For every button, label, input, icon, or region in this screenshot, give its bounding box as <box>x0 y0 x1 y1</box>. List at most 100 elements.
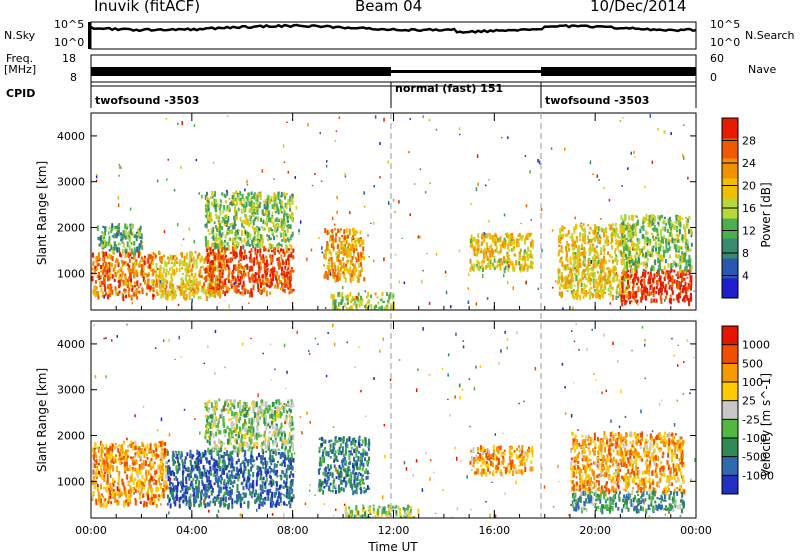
echo-cell <box>334 276 337 283</box>
echo-cell <box>640 225 643 229</box>
echo-cell <box>259 201 262 205</box>
echo-cell <box>409 213 411 217</box>
echo-cell <box>153 482 156 485</box>
echo-cell <box>124 235 127 240</box>
echo-cell <box>158 253 161 256</box>
echo-cell <box>206 244 209 249</box>
echo-cell <box>108 289 111 294</box>
echo-cell <box>618 241 621 247</box>
echo-cell <box>526 252 529 259</box>
echo-cell <box>473 263 476 270</box>
echo-cell <box>618 279 621 283</box>
echo-cell <box>518 261 521 266</box>
echo-cell <box>141 264 144 267</box>
echo-cell <box>117 458 120 461</box>
echo-cell <box>254 247 257 253</box>
echo-cell <box>575 238 578 241</box>
echo-cell <box>620 300 623 304</box>
echo-cell <box>128 230 131 235</box>
echo-cell <box>275 223 278 227</box>
echo-cell <box>185 274 188 279</box>
echo-cell <box>287 287 290 290</box>
echo-cell <box>231 277 234 281</box>
echo-cell <box>480 242 483 246</box>
echo-cell <box>102 445 105 449</box>
echo-cell <box>102 225 105 228</box>
echo-cell <box>683 124 685 126</box>
echo-cell <box>597 254 600 260</box>
echo-cell <box>337 265 339 271</box>
echo-cell <box>243 249 246 253</box>
echo-cell <box>229 202 232 205</box>
echo-cell <box>684 238 687 243</box>
echo-cell <box>117 481 120 486</box>
echo-cell <box>159 460 162 464</box>
echo-cell <box>188 251 191 255</box>
echo-cell <box>624 253 627 258</box>
echo-cell <box>246 179 248 184</box>
echo-cell <box>583 284 586 290</box>
echo-cell <box>273 252 276 255</box>
echo-cell <box>148 278 151 283</box>
echo-cell <box>114 446 117 450</box>
echo-cell <box>102 463 105 468</box>
echo-cell <box>289 503 292 509</box>
echo-cell <box>199 296 202 299</box>
echo-cell <box>196 486 199 490</box>
echo-cell <box>563 226 566 229</box>
echo-cell <box>149 286 152 290</box>
echo-cell <box>247 221 250 226</box>
echo-cell <box>152 450 155 454</box>
echo-cell <box>264 221 267 225</box>
echo-cell <box>145 493 148 497</box>
echo-cell <box>100 265 102 270</box>
echo-cell <box>163 490 166 493</box>
echo-cell <box>483 252 485 256</box>
echo-cell <box>560 275 563 282</box>
echo-cell <box>292 288 295 292</box>
echo-cell <box>178 262 181 267</box>
echo-cell <box>620 237 623 242</box>
echo-cell <box>280 191 283 197</box>
echo-cell <box>187 279 190 284</box>
echo-cell <box>260 217 262 223</box>
echo-cell <box>359 244 362 247</box>
echo-cell <box>588 288 591 292</box>
echo-cell <box>682 257 685 263</box>
echo-cell <box>230 271 233 275</box>
echo-cell <box>658 260 661 266</box>
echo-cell <box>333 271 336 278</box>
echo-cell <box>408 151 410 154</box>
echo-cell <box>254 212 256 215</box>
echo-cell <box>332 302 335 306</box>
echo-cell <box>501 261 504 266</box>
echo-cell <box>623 289 626 294</box>
echo-cell <box>655 251 658 255</box>
echo-cell <box>630 259 633 264</box>
echo-cell <box>205 276 208 282</box>
echo-cell <box>249 459 252 465</box>
echo-cell <box>219 210 222 216</box>
echo-cell <box>506 280 509 285</box>
echo-cell <box>256 206 259 212</box>
echo-cell <box>490 251 493 254</box>
echo-cell <box>138 249 141 253</box>
echo-cell <box>644 264 647 270</box>
echo-cell <box>630 274 633 277</box>
echo-cell <box>566 277 569 283</box>
echo-cell <box>495 246 498 253</box>
echo-cell <box>104 454 107 460</box>
echo-cell <box>189 260 192 264</box>
echo-cell <box>332 249 335 252</box>
echo-cell <box>207 271 210 274</box>
echo-cell <box>127 490 130 494</box>
echo-cell <box>123 261 126 264</box>
echo-cell <box>156 283 159 288</box>
echo-cell <box>103 476 106 482</box>
echo-cell <box>124 280 127 286</box>
echo-cell <box>228 503 230 509</box>
echo-cell <box>161 467 164 471</box>
echo-cell <box>394 210 396 213</box>
echo-cell <box>150 490 153 493</box>
echo-cell <box>507 266 510 272</box>
